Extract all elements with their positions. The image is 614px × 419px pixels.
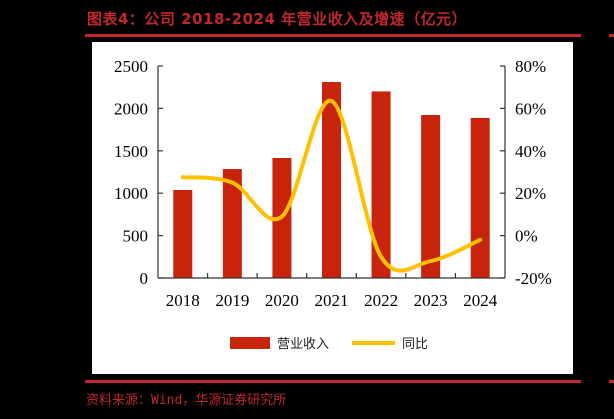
bar-2024 <box>470 117 490 279</box>
chart-legend: 营业收入 同比 <box>230 337 428 352</box>
legend-swatch-revenue <box>230 337 270 349</box>
revenue-bars <box>173 82 490 279</box>
right-tick-label: -20% <box>515 269 552 288</box>
legend-label-revenue: 营业收入 <box>277 337 329 352</box>
left-tick-label: 1500 <box>114 142 148 161</box>
right-tick-label: 40% <box>515 142 546 161</box>
right-tick-label: 60% <box>515 99 546 118</box>
left-tick-label: 500 <box>123 227 149 246</box>
bar-2021 <box>322 82 341 279</box>
x-tick-label: 2018 <box>166 291 200 310</box>
left-tick-label: 1000 <box>114 184 148 203</box>
adjacent-panel-divider-bottom <box>609 380 614 383</box>
x-tick-label: 2020 <box>265 291 299 310</box>
right-tick-label: 80% <box>515 57 546 76</box>
growth-line <box>180 98 483 273</box>
figure-title: 图表4：公司 2018-2024 年营业收入及增速（亿元） <box>87 10 468 28</box>
source-divider <box>85 380 581 383</box>
left-tick-label: 0 <box>140 269 149 288</box>
bar-2018 <box>173 189 193 278</box>
title-divider <box>85 34 581 37</box>
x-tick-label: 2023 <box>414 291 448 310</box>
x-tick-label: 2021 <box>315 291 349 310</box>
left-tick-label: 2500 <box>114 57 148 76</box>
adjacent-panel-divider <box>609 34 614 37</box>
source-note: 资料来源：Wind，华源证券研究所 <box>86 393 287 408</box>
x-tick-label: 2019 <box>215 291 249 310</box>
right-tick-label: 20% <box>515 184 546 203</box>
chart-panel: 0 500 1000 1500 2000 2500 -20% 0% 20% 40% 60% 80% 20… <box>92 42 573 374</box>
bar-2019 <box>222 169 242 278</box>
chart-axes: 0 500 1000 1500 2000 2500 -20% 0% 20% 40% 60% 80% 20… <box>114 57 552 310</box>
x-tick-label: 2024 <box>463 291 498 310</box>
bar-2022 <box>371 91 391 278</box>
revenue-growth-chart: 0 500 1000 1500 2000 2500 -20% 0% 20% 40% 60% 80% 20… <box>114 57 552 352</box>
bar-2023 <box>421 115 441 278</box>
legend-label-growth: 同比 <box>402 337 428 352</box>
x-tick-label: 2022 <box>364 291 398 310</box>
left-tick-label: 2000 <box>114 99 148 118</box>
right-tick-label: 0% <box>515 227 538 246</box>
